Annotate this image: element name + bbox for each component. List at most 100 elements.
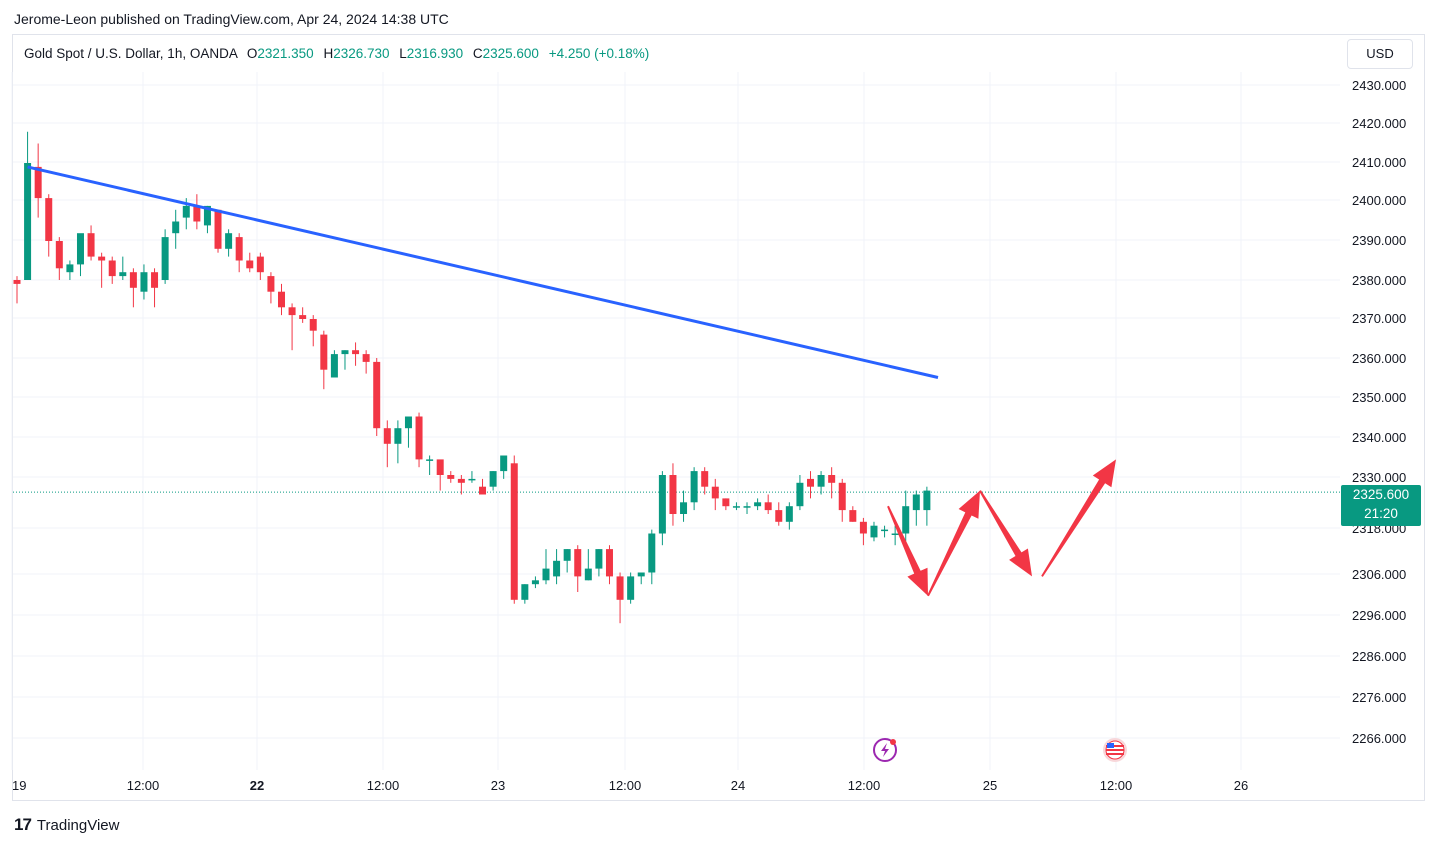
candle-body	[426, 459, 434, 461]
tradingview-logo-icon: 17	[14, 815, 32, 834]
price-tick-label: 2286.000	[1352, 649, 1406, 664]
price-tick-label: 2380.000	[1352, 273, 1406, 288]
candle-body	[563, 549, 571, 561]
tradingview-logo[interactable]: 17 TradingView	[14, 815, 119, 835]
candle-body	[859, 521, 867, 534]
candle-body	[796, 482, 804, 507]
currency-button[interactable]: USD	[1347, 39, 1413, 69]
candle-body	[553, 560, 561, 577]
change-value: +4.250 (+0.18%)	[548, 46, 650, 61]
candle-body	[352, 350, 360, 355]
candle-body	[764, 502, 772, 511]
price-tick-label: 2276.000	[1352, 690, 1406, 705]
price-tick-label: 2266.000	[1352, 731, 1406, 746]
price-tick-label: 2370.000	[1352, 311, 1406, 326]
candle-body	[330, 354, 338, 378]
time-tick-label: 26	[1234, 778, 1248, 793]
time-tick-label: 23	[491, 778, 505, 793]
candlestick-series	[13, 131, 931, 624]
symbol-legend: Gold Spot / U.S. Dollar, 1h, OANDA O2321…	[24, 46, 649, 61]
chart-grid	[11, 72, 1340, 770]
candle-body	[912, 494, 920, 511]
candle-body	[648, 533, 656, 573]
candle-body	[45, 198, 53, 241]
price-axis[interactable]: 2430.000 2420.000 2410.000 2400.000 2390.000…	[1352, 78, 1406, 746]
price-tick-label: 2340.000	[1352, 430, 1406, 445]
time-tick-label: 19	[12, 778, 26, 793]
time-tick-label: 24	[731, 778, 745, 793]
candle-body	[468, 478, 476, 481]
candle-body	[743, 506, 751, 508]
candle-body	[637, 572, 645, 577]
price-tick-label: 2410.000	[1352, 155, 1406, 170]
candle-body	[415, 416, 423, 460]
candle-body	[881, 529, 889, 532]
candle-body	[817, 475, 825, 487]
tradingview-brand: TradingView	[36, 816, 120, 834]
projection-arrow[interactable]	[927, 490, 980, 597]
time-axis[interactable]: 19 12:00 22 12:00 23 12:00 24 12:00 25 12:00 26	[12, 778, 1248, 793]
symbol-name[interactable]: Gold Spot / U.S. Dollar, 1h, OANDA	[24, 46, 238, 61]
candle-body	[246, 260, 254, 269]
candle-body	[383, 428, 391, 444]
us-flag-event-icon[interactable]	[1103, 738, 1127, 762]
price-tick-label: 2350.000	[1352, 390, 1406, 405]
candle-body	[299, 315, 307, 319]
candle-body	[362, 354, 370, 362]
candle-body	[680, 502, 688, 514]
time-tick-label: 12:00	[127, 778, 160, 793]
candle-body	[711, 486, 719, 499]
candle-body	[500, 455, 508, 472]
price-tick-label: 2296.000	[1352, 608, 1406, 623]
candle-body	[605, 549, 613, 577]
candle-body	[34, 166, 42, 199]
price-tick-label: 2306.000	[1352, 567, 1406, 582]
trendline[interactable]	[27, 165, 939, 379]
candle-body	[320, 334, 328, 370]
candle-body	[531, 580, 539, 585]
candle-body	[66, 264, 74, 273]
candle-body	[98, 256, 106, 261]
candle-body	[193, 205, 201, 222]
candle-body	[129, 272, 137, 288]
close-label: C	[472, 46, 483, 61]
candle-body	[235, 237, 243, 261]
projection-arrows[interactable]	[887, 459, 1116, 597]
candle-body	[447, 475, 455, 479]
close-value: 2325.600	[482, 46, 539, 61]
candle-body	[669, 475, 677, 514]
projection-arrow[interactable]	[1041, 459, 1116, 577]
candle-body	[394, 428, 402, 444]
candle-body	[690, 471, 698, 503]
candle-body	[732, 506, 740, 508]
candle-body	[341, 350, 349, 355]
candle-body	[214, 209, 222, 249]
candle-body	[701, 471, 709, 487]
candle-body	[182, 205, 190, 218]
price-tick-label: 2400.000	[1352, 193, 1406, 208]
candle-body	[849, 510, 857, 522]
open-value: 2321.350	[257, 46, 314, 61]
time-tick-label: 12:00	[848, 778, 881, 793]
candle-body	[161, 237, 169, 280]
candle-body	[510, 463, 518, 600]
candle-body	[479, 486, 487, 495]
candle-body	[595, 549, 603, 569]
candle-body	[870, 525, 878, 538]
publisher-line: Jerome-Leon published on TradingView.com…	[14, 11, 449, 27]
candle-body	[151, 272, 159, 288]
projection-arrow[interactable]	[887, 505, 928, 596]
candle-body	[55, 241, 63, 269]
candle-body	[309, 319, 317, 331]
high-label: H	[323, 46, 334, 61]
candle-body	[616, 576, 624, 600]
candle-body	[521, 584, 529, 600]
price-tick-label: 2330.000	[1352, 470, 1406, 485]
last-price-value: 2325.600	[1352, 487, 1410, 502]
lightning-event-icon[interactable]	[873, 738, 897, 762]
candle-body	[658, 475, 666, 534]
candle-body	[278, 291, 285, 308]
candle-body	[627, 576, 635, 600]
projection-arrow[interactable]	[979, 490, 1032, 577]
